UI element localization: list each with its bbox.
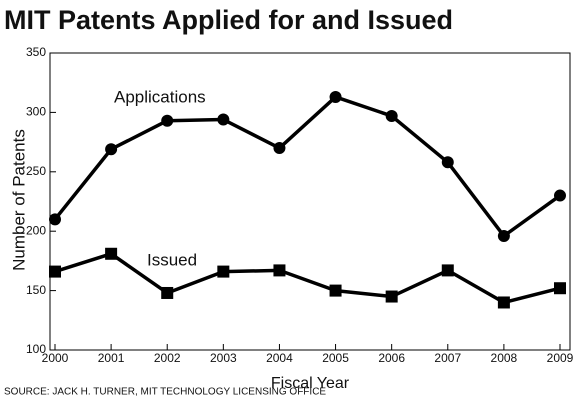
x-tick-label: 2001 bbox=[98, 351, 125, 365]
data-point bbox=[273, 142, 286, 155]
y-tick-label: 150 bbox=[26, 283, 46, 297]
y-tick-label: 200 bbox=[26, 223, 46, 237]
data-point bbox=[329, 284, 342, 297]
data-point bbox=[105, 247, 118, 260]
data-point bbox=[161, 114, 174, 127]
series-line bbox=[53, 95, 562, 238]
chart-title: MIT Patents Applied for and Issued bbox=[4, 5, 453, 35]
data-point bbox=[49, 265, 61, 278]
data-point bbox=[497, 229, 510, 242]
x-tick-label: 2009 bbox=[547, 351, 574, 365]
data-point bbox=[273, 264, 286, 277]
x-tick-label: 2006 bbox=[378, 351, 405, 365]
source-note: SOURCE: JACK H. TURNER, MIT TECHNOLOGY L… bbox=[4, 387, 326, 398]
data-point bbox=[329, 90, 342, 103]
data-point bbox=[441, 156, 454, 169]
y-axis-label: Number of Patents bbox=[9, 129, 28, 271]
y-tick-label: 250 bbox=[26, 164, 46, 178]
data-point bbox=[497, 296, 510, 309]
x-tick-label: 2008 bbox=[491, 351, 518, 365]
y-tick-label: 350 bbox=[26, 45, 46, 59]
data-point bbox=[49, 213, 61, 226]
data-point bbox=[554, 282, 566, 295]
x-axis-label: Fiscal Year bbox=[271, 375, 350, 392]
data-point bbox=[217, 265, 230, 278]
data-point bbox=[385, 290, 398, 303]
y-tick-label: 100 bbox=[26, 342, 46, 356]
x-tick-label: 2003 bbox=[210, 351, 237, 365]
x-tick-label: 2000 bbox=[42, 351, 69, 365]
series-label: Applications bbox=[114, 87, 206, 106]
data-point bbox=[441, 264, 454, 277]
data-point bbox=[105, 143, 118, 156]
x-tick-label: 2005 bbox=[322, 351, 349, 365]
x-tick-label: 2007 bbox=[434, 351, 461, 365]
series-label: Issued bbox=[147, 250, 197, 269]
x-tick-label: 2004 bbox=[266, 351, 293, 365]
y-tick-label: 300 bbox=[26, 105, 46, 119]
x-tick-label: 2002 bbox=[154, 351, 181, 365]
series-line bbox=[54, 252, 561, 305]
data-point bbox=[161, 286, 174, 299]
data-point bbox=[217, 113, 230, 126]
data-point bbox=[554, 189, 566, 202]
plot-frame bbox=[49, 52, 571, 351]
data-point bbox=[385, 109, 398, 122]
